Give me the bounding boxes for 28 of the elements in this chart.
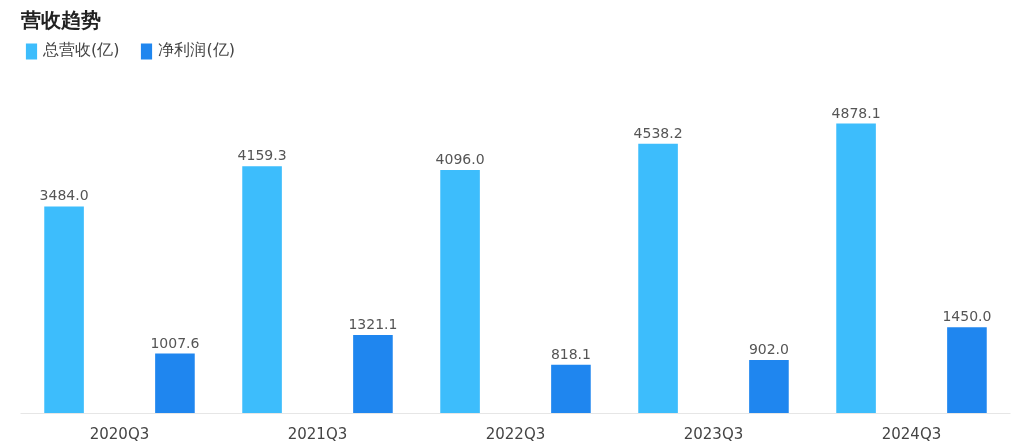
data-label: 4096.0 — [435, 151, 485, 167]
data-label: 1321.1 — [348, 315, 398, 332]
data-label: 1450.0 — [942, 308, 992, 325]
x-tick-label: 2024Q3 — [881, 424, 942, 443]
bar — [836, 123, 876, 414]
bar — [242, 166, 282, 414]
chart-title: 营收趋势 — [19, 7, 101, 32]
x-tick-label: 2021Q3 — [287, 424, 348, 443]
data-label: 1007.6 — [150, 334, 200, 351]
bar — [638, 143, 678, 414]
data-label: 4538.2 — [633, 124, 683, 141]
data-label: 902.0 — [748, 340, 789, 357]
bar — [947, 327, 987, 414]
data-label: 3484.0 — [39, 187, 89, 204]
legend-label: 总营收(亿) — [43, 40, 120, 61]
x-tick-label: 2020Q3 — [89, 424, 150, 443]
bar — [551, 364, 591, 414]
data-label: 4878.1 — [831, 104, 881, 121]
bar — [44, 206, 84, 414]
x-tick-label: 2023Q3 — [683, 424, 744, 443]
legend-label: 净利润(亿) — [158, 40, 235, 61]
x-tick-label: 2022Q3 — [485, 424, 546, 443]
data-label: 4159.3 — [237, 147, 287, 164]
bar — [440, 170, 480, 414]
bar — [749, 359, 789, 414]
bar — [155, 353, 195, 414]
bar — [353, 334, 393, 414]
data-label: 818.1 — [550, 345, 591, 362]
